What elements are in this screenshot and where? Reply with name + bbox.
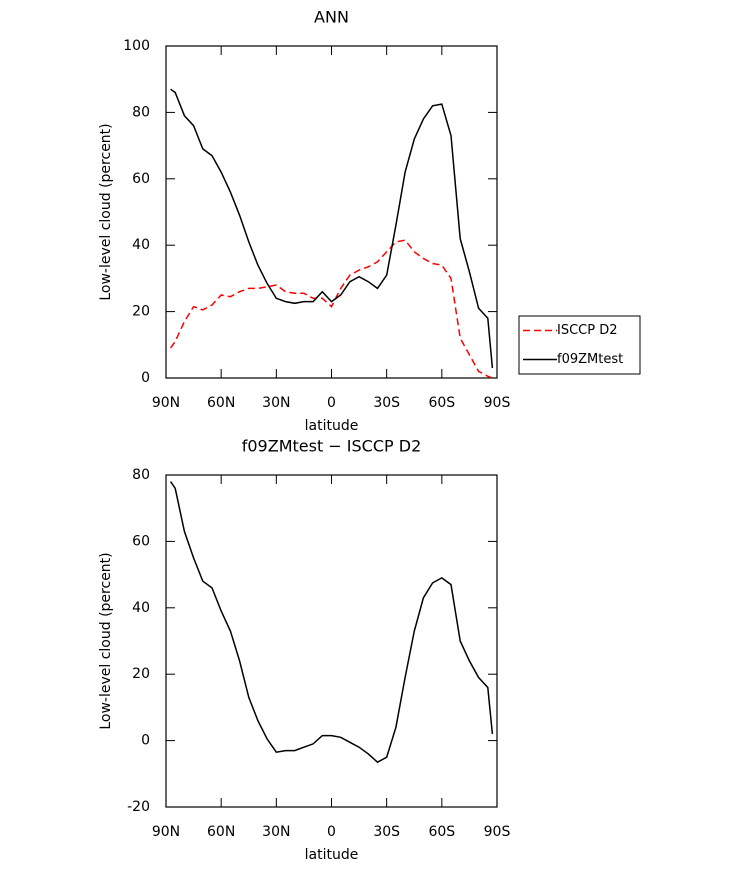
data-line — [169, 239, 493, 379]
chart-title: ANN — [314, 8, 349, 27]
x-axis-label: latitude — [305, 847, 359, 863]
y-tick-label: 100 — [123, 38, 150, 54]
y-tick-label: 80 — [132, 467, 150, 483]
chart-title: f09ZMtest − ISCCP D2 — [242, 437, 422, 456]
y-tick-label: 80 — [132, 104, 150, 120]
x-axis-label: latitude — [305, 418, 359, 434]
legend-label: ISCCP D2 — [557, 323, 618, 338]
y-tick-label: 0 — [141, 733, 150, 749]
plot-frame — [165, 474, 498, 808]
x-tick-label: 60N — [207, 395, 235, 411]
x-tick-label: 60S — [428, 395, 455, 411]
x-tick-label: 30S — [373, 395, 400, 411]
y-tick-label: 60 — [132, 171, 150, 187]
x-tick-label: 30S — [373, 824, 400, 840]
legend-box — [518, 315, 641, 375]
data-line — [170, 88, 494, 369]
x-tick-label: 90N — [152, 824, 180, 840]
y-axis-label: Low-level cloud (percent) — [98, 123, 114, 300]
x-tick-label: 0 — [327, 395, 336, 411]
x-tick-label: 90S — [484, 395, 511, 411]
legend-label: f09ZMtest — [557, 352, 623, 367]
x-tick-label: 0 — [327, 824, 336, 840]
x-tick-label: 30N — [262, 395, 290, 411]
y-tick-label: 20 — [132, 666, 150, 682]
x-tick-label: 60S — [428, 824, 455, 840]
x-tick-label: 90S — [484, 824, 511, 840]
plot-frame — [165, 45, 498, 379]
x-tick-label: 90N — [152, 395, 180, 411]
x-tick-label: 60N — [207, 824, 235, 840]
y-tick-label: 40 — [132, 600, 150, 616]
y-axis-label: Low-level cloud (percent) — [98, 552, 114, 729]
x-tick-label: 30N — [262, 824, 290, 840]
y-tick-label: 40 — [132, 237, 150, 253]
y-tick-label: 20 — [132, 304, 150, 320]
y-tick-label: 0 — [141, 370, 150, 386]
y-tick-label: 60 — [132, 533, 150, 549]
data-line — [169, 481, 494, 764]
y-tick-label: -20 — [127, 799, 150, 815]
